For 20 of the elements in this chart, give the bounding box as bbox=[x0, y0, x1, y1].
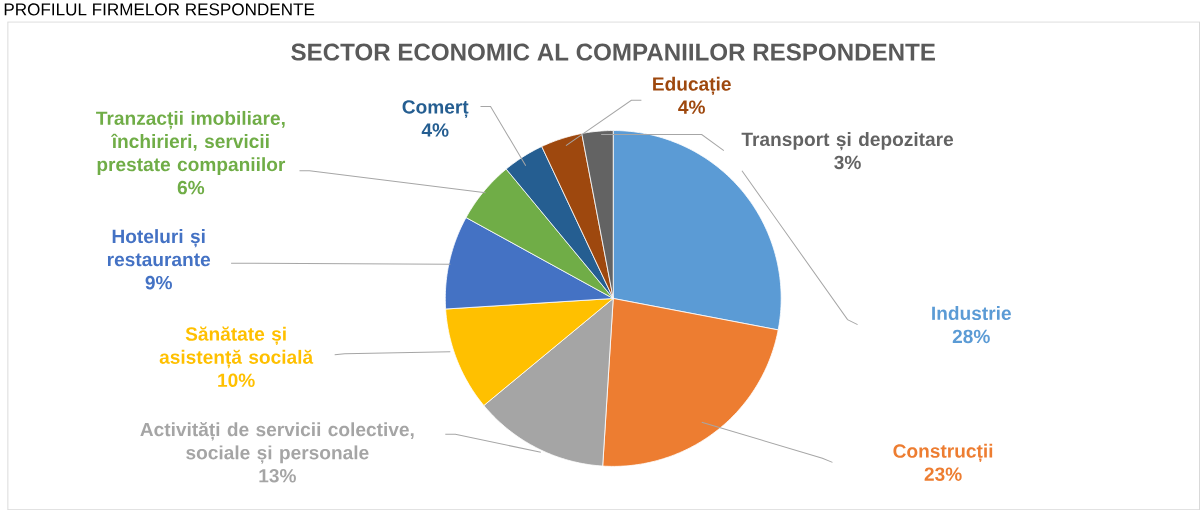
data-label: 9% bbox=[145, 275, 172, 290]
slice-label: Educație bbox=[653, 76, 731, 95]
data-label: 4% bbox=[678, 100, 705, 114]
slice-label: Transport și depozitare bbox=[741, 131, 954, 151]
slice-label: Construcții bbox=[893, 443, 993, 462]
data-label: 4% bbox=[421, 123, 449, 137]
slice-label: Industrie bbox=[932, 305, 1011, 320]
chart-title: SECTOR ECONOMIC AL COMPANIILOR RESPONDENTE bbox=[291, 43, 935, 61]
data-label: 28% bbox=[952, 329, 990, 344]
text: PROFILUL FIRMELOR RESPONDENTE bbox=[4, 3, 315, 16]
data-label: 3% bbox=[834, 155, 861, 170]
data-label: 6% bbox=[177, 180, 205, 195]
legend-label: Activități de servicii colective, sociale și personale bbox=[140, 421, 414, 464]
data-label: 13% bbox=[259, 468, 296, 483]
slice-label: Sănătate și asistență socială bbox=[159, 326, 314, 369]
data-label: 23% bbox=[924, 467, 962, 481]
slice-label: Tranzacții imobiliare, închirieri, servicii prestate companiilor bbox=[96, 110, 286, 175]
slice-label: Hoteluri și restaurante bbox=[107, 229, 211, 267]
slice-label: Comerț bbox=[402, 100, 469, 118]
data-label: 10% bbox=[218, 373, 255, 387]
